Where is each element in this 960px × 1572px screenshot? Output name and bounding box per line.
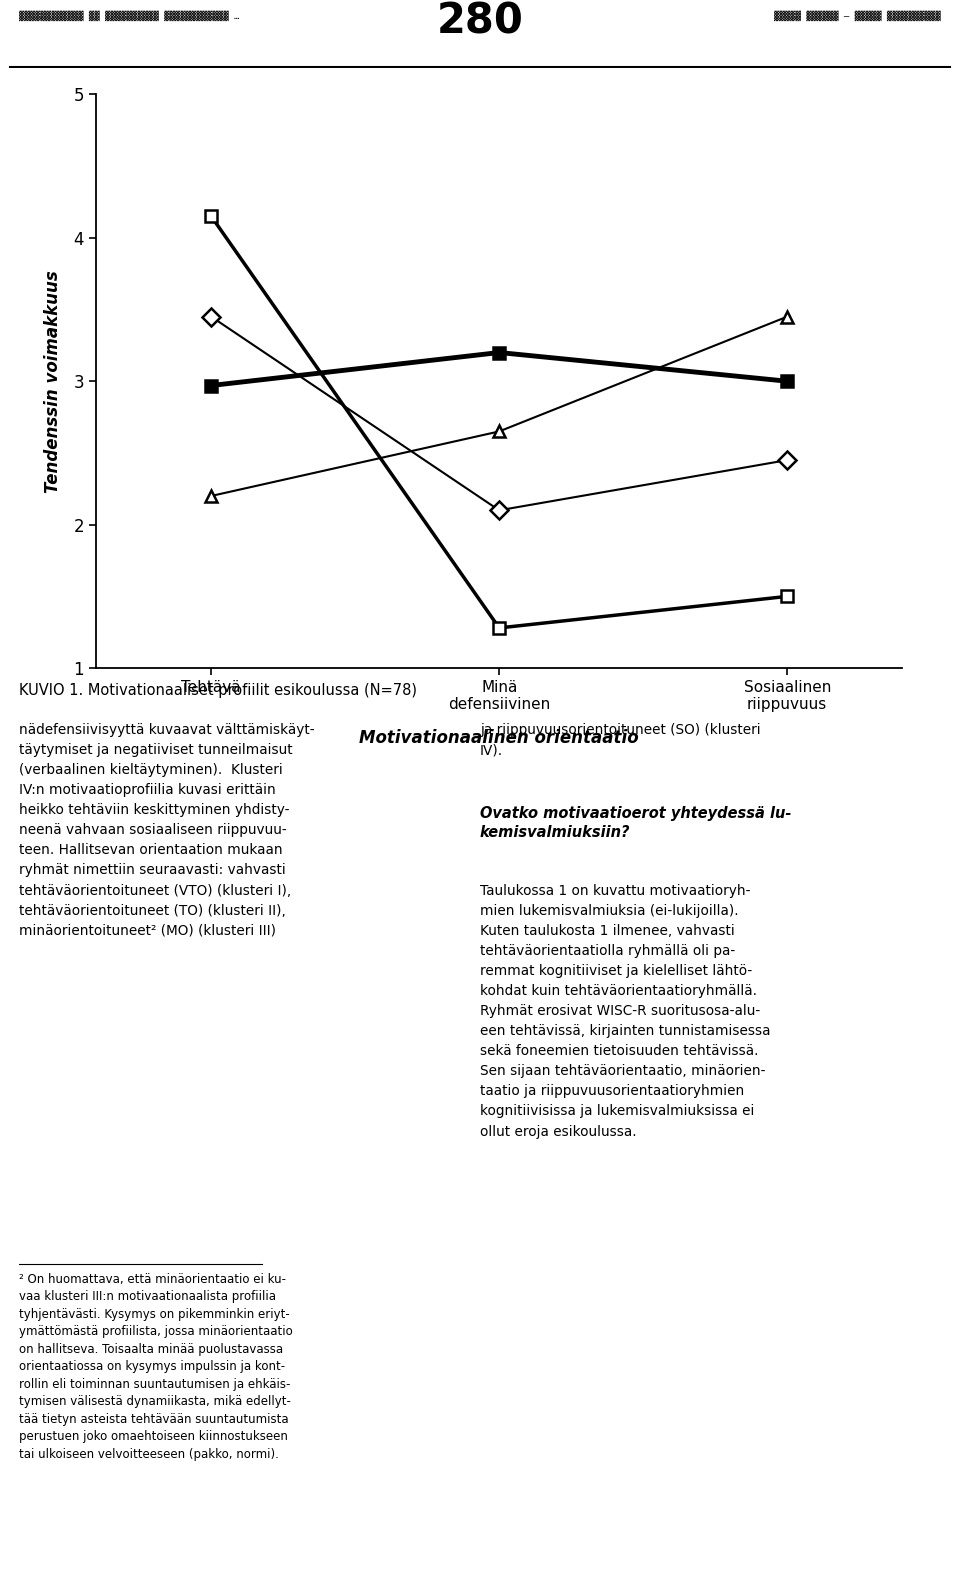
Text: ▓▓▓▓▓▓▓▓▓▓▓▓ ▓▓ ▓▓▓▓▓▓▓▓▓▓ ▓▓▓▓▓▓▓▓▓▓▓▓ …: ▓▓▓▓▓▓▓▓▓▓▓▓ ▓▓ ▓▓▓▓▓▓▓▓▓▓ ▓▓▓▓▓▓▓▓▓▓▓▓ … (19, 11, 240, 22)
Line: Klusteri II (n=24): Klusteri II (n=24) (204, 310, 794, 517)
Text: Taulukossa 1 on kuvattu motivaatioryh-
mien lukemisvalmiuksia (ei-lukijoilla).
K: Taulukossa 1 on kuvattu motivaatioryh- m… (480, 883, 771, 1138)
Klusteri IV (n=9) (781, 307, 793, 325)
Text: ▓▓▓▓▓ ▓▓▓▓▓▓ – ▓▓▓▓▓ ▓▓▓▓▓▓▓▓▓▓: ▓▓▓▓▓ ▓▓▓▓▓▓ – ▓▓▓▓▓ ▓▓▓▓▓▓▓▓▓▓ (774, 11, 941, 22)
Text: 280: 280 (437, 0, 523, 42)
Klusteri I (n=35) (205, 208, 217, 226)
Line: Klusteri IV (n=9): Klusteri IV (n=9) (204, 310, 794, 501)
Klusteri III (n=10) (781, 371, 793, 390)
Klusteri II (n=24) (493, 501, 505, 520)
Y-axis label: Tendenssin voimakkuus: Tendenssin voimakkuus (44, 270, 62, 492)
Line: Klusteri I (n=35): Klusteri I (n=35) (204, 211, 794, 634)
Klusteri III (n=10) (205, 376, 217, 395)
Line: Klusteri III (n=10): Klusteri III (n=10) (204, 346, 794, 391)
X-axis label: Motivationaalinen orientaatio: Motivationaalinen orientaatio (359, 729, 639, 747)
Klusteri I (n=35) (781, 586, 793, 605)
Text: KUVIO 1. Motivationaaliset profiilit esikoulussa (N=78): KUVIO 1. Motivationaaliset profiilit esi… (19, 684, 418, 698)
Klusteri II (n=24) (205, 307, 217, 325)
Klusteri II (n=24) (781, 451, 793, 470)
Klusteri I (n=35) (493, 618, 505, 637)
Text: ja riippuvuusorientoituneet (SO) (klusteri
IV).: ja riippuvuusorientoituneet (SO) (kluste… (480, 723, 760, 758)
Text: Ovatko motivaatioerot yhteydessä lu-
kemisvalmiuksiin?: Ovatko motivaatioerot yhteydessä lu- kem… (480, 806, 791, 839)
Text: nädefensiivisyyttä kuvaavat välttämiskäyt-
täytymiset ja negatiiviset tunneilmai: nädefensiivisyyttä kuvaavat välttämiskäy… (19, 723, 315, 937)
Klusteri IV (n=9) (205, 486, 217, 505)
Klusteri IV (n=9) (493, 421, 505, 440)
Klusteri III (n=10) (493, 343, 505, 362)
Text: ² On huomattava, että minäorientaatio ei ku-
vaa klusteri III:n motivaationaalis: ² On huomattava, että minäorientaatio ei… (19, 1273, 293, 1460)
